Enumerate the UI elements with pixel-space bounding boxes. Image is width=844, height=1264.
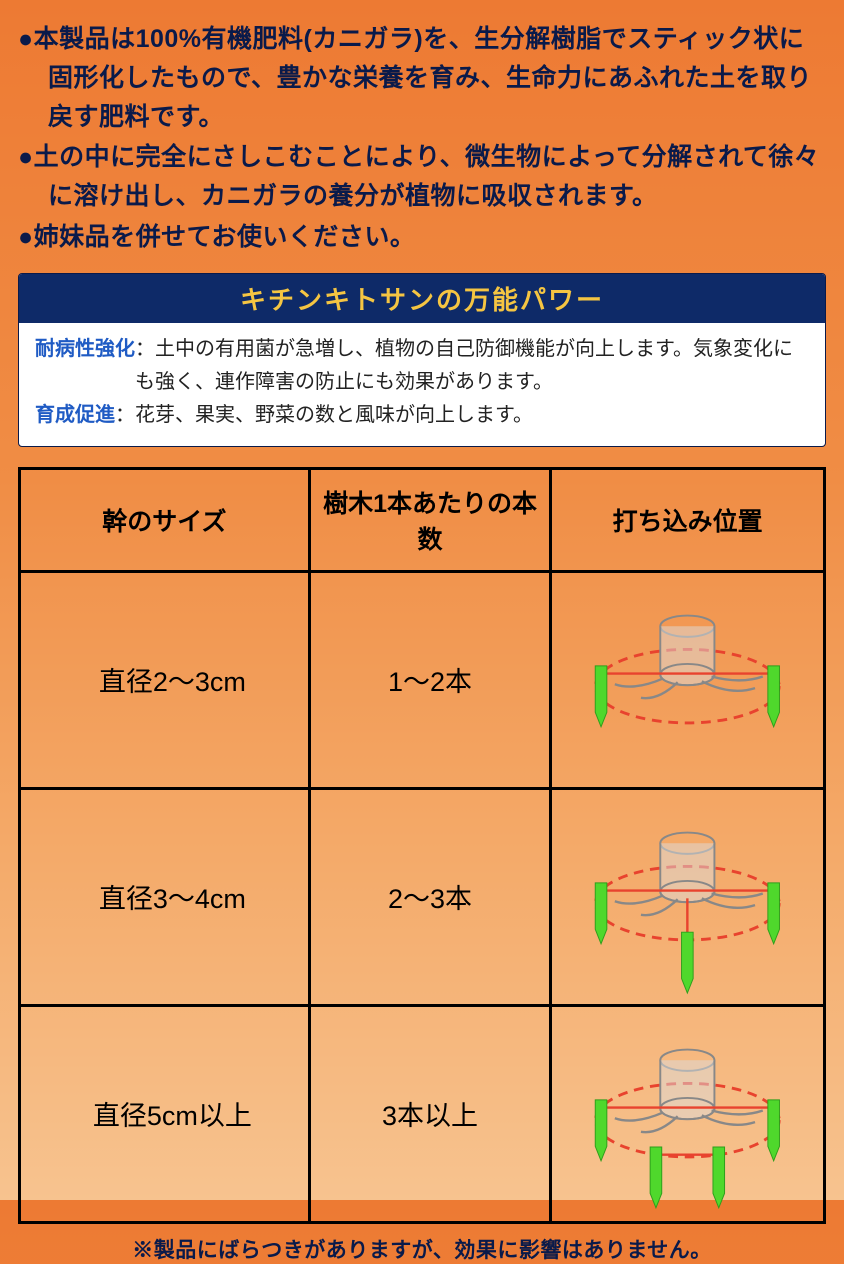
bullet-1: ●本製品は100%有機肥料(カニガラ)を、生分解樹脂でスティック状に固形化したも… [18,20,826,136]
info-box-header: キチンキトサンの万能パワー [19,274,825,323]
info-label-1: 耐病性強化 [35,333,135,366]
cell-count: 3本以上 [309,1005,551,1222]
description-bullets: ●本製品は100%有機肥料(カニガラ)を、生分解樹脂でスティック状に固形化したも… [18,20,826,257]
th-count: 樹木1本あたりの本数 [309,468,551,571]
bullet-3: ●姉妹品を併せてお使いください。 [18,218,826,257]
th-position: 打ち込み位置 [551,468,825,571]
placement-diagram-icon [552,573,823,780]
info-label-2: 育成促進 [35,399,115,432]
th-size: 幹のサイズ [20,468,310,571]
info-box-body: 耐病性強化 ：土中の有用菌が急増し、植物の自己防御機能が向上します。気象変化にも… [19,323,825,446]
table-row: 直径3〜4cm 2〜3本 [20,788,825,1005]
usage-table: 幹のサイズ 樹木1本あたりの本数 打ち込み位置 直径2〜3cm 1〜2本 直径3… [18,467,826,1224]
cell-diagram [551,571,825,788]
table-row: 直径2〜3cm 1〜2本 [20,571,825,788]
cell-count: 2〜3本 [309,788,551,1005]
cell-count: 1〜2本 [309,571,551,788]
info-box: キチンキトサンの万能パワー 耐病性強化 ：土中の有用菌が急増し、植物の自己防御機… [18,273,826,447]
cell-diagram [551,1005,825,1222]
footnote: ※製品にばらつきがありますが、効果に影響はありません。 [18,1234,826,1264]
info-row-2: 育成促進 ：花芽、果実、野菜の数と風味が向上します。 [35,399,809,432]
cell-size: 直径2〜3cm [20,571,310,788]
bullet-2: ●土の中に完全にさしこむことにより、微生物によって分解されて徐々に溶け出し、カニ… [18,138,826,216]
table-row: 直径5cm以上 3本以上 [20,1005,825,1222]
cell-size: 直径3〜4cm [20,788,310,1005]
info-text-2: ：花芽、果実、野菜の数と風味が向上します。 [115,399,809,432]
cell-diagram [551,788,825,1005]
info-text-1: ：土中の有用菌が急増し、植物の自己防御機能が向上します。気象変化にも強く、連作障… [135,333,809,399]
info-row-1: 耐病性強化 ：土中の有用菌が急増し、植物の自己防御機能が向上します。気象変化にも… [35,333,809,399]
placement-diagram-icon [552,1007,823,1214]
placement-diagram-icon [552,790,823,997]
cell-size: 直径5cm以上 [20,1005,310,1222]
